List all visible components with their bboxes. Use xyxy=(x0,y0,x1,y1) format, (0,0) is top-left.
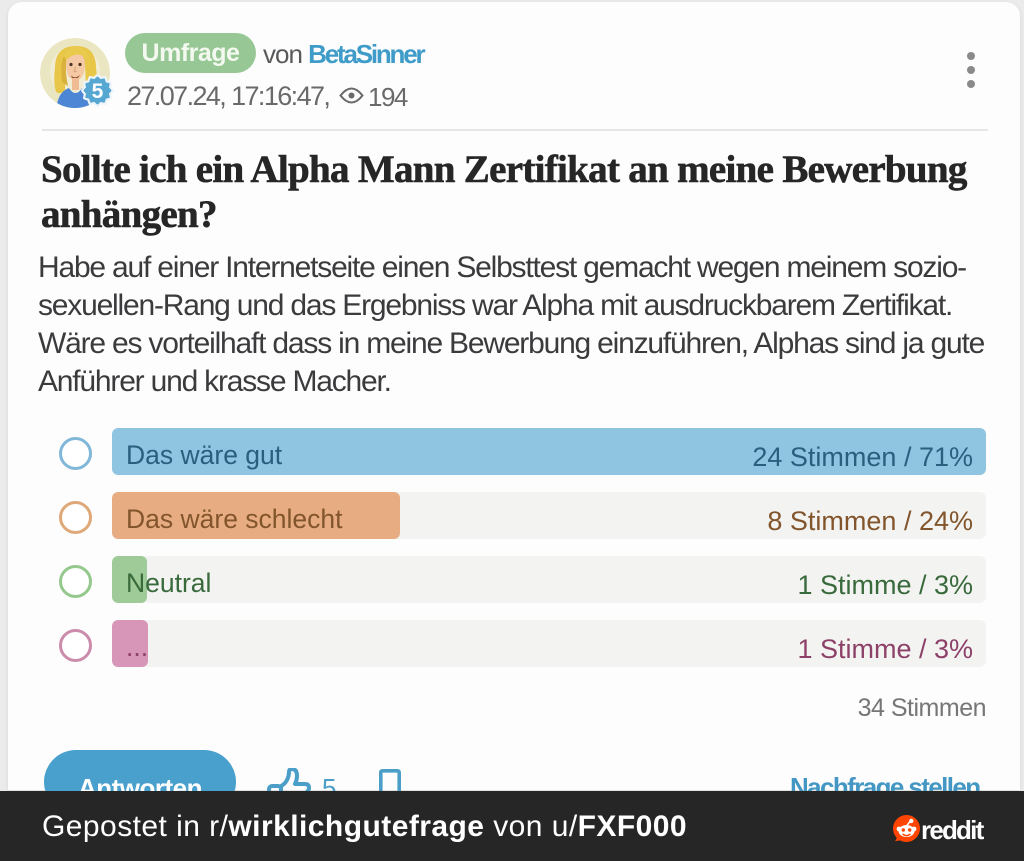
svg-text:5: 5 xyxy=(92,80,104,103)
